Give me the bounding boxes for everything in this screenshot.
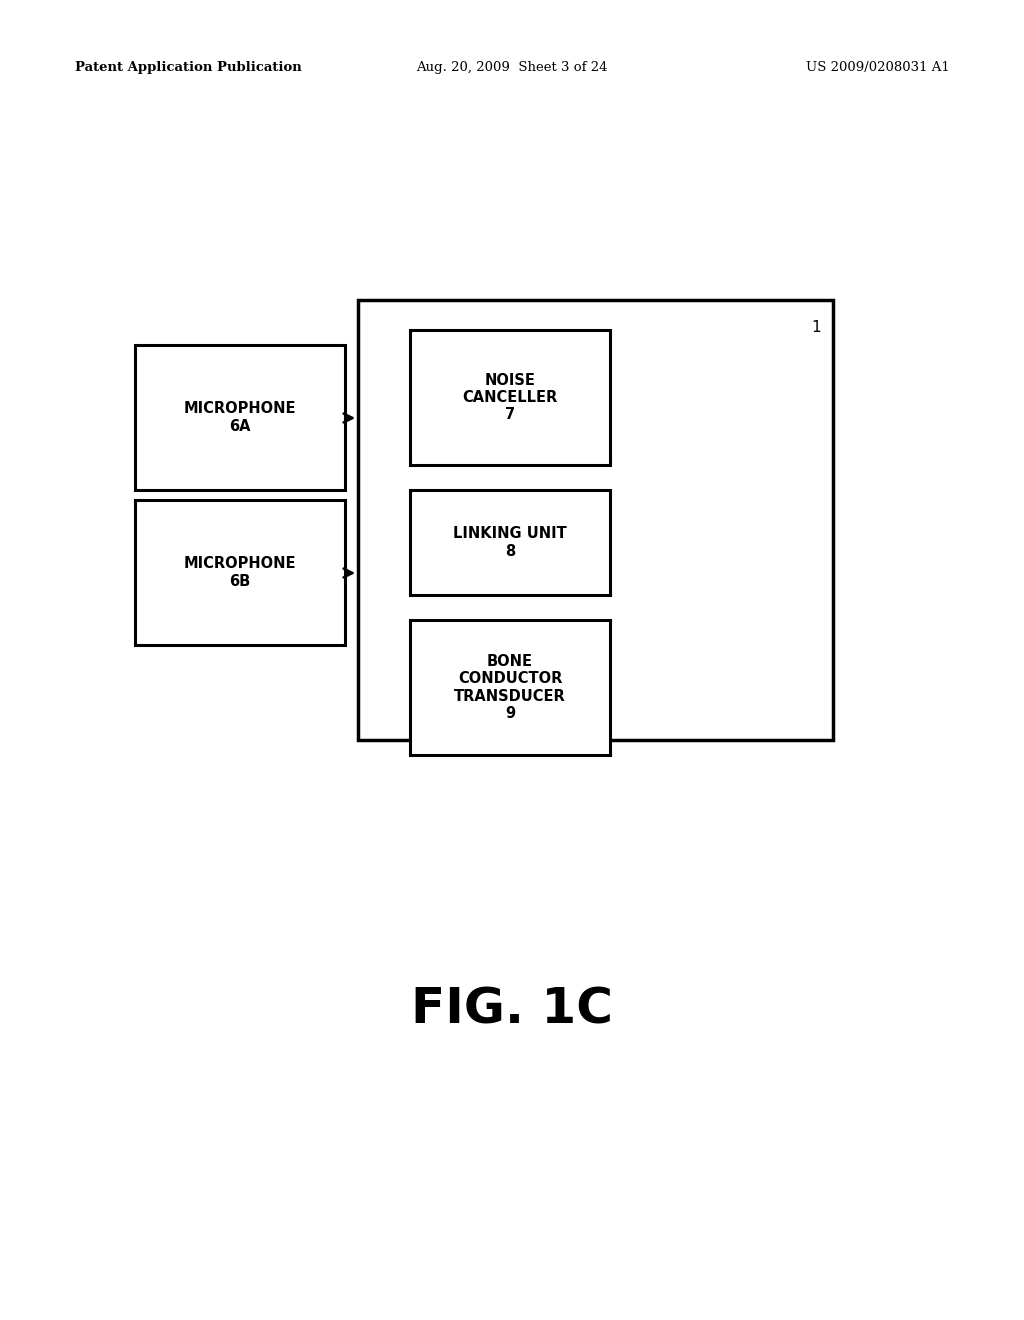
Text: Patent Application Publication: Patent Application Publication <box>75 62 302 74</box>
Text: BONE
CONDUCTOR
TRANSDUCER
9: BONE CONDUCTOR TRANSDUCER 9 <box>454 653 566 721</box>
Bar <box>410 330 610 465</box>
Text: FIG. 1C: FIG. 1C <box>411 986 613 1034</box>
Text: MICROPHONE
6A: MICROPHONE 6A <box>183 401 296 434</box>
Text: MICROPHONE
6B: MICROPHONE 6B <box>183 556 296 589</box>
Bar <box>358 300 833 741</box>
Text: Aug. 20, 2009  Sheet 3 of 24: Aug. 20, 2009 Sheet 3 of 24 <box>416 62 608 74</box>
Bar <box>410 620 610 755</box>
Bar <box>135 345 345 490</box>
Bar <box>135 500 345 645</box>
Text: NOISE
CANCELLER
7: NOISE CANCELLER 7 <box>463 372 558 422</box>
Text: US 2009/0208031 A1: US 2009/0208031 A1 <box>806 62 950 74</box>
Bar <box>410 490 610 595</box>
Text: 1: 1 <box>811 321 821 335</box>
Text: LINKING UNIT
8: LINKING UNIT 8 <box>454 527 567 558</box>
